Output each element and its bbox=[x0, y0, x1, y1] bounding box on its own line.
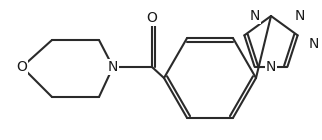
Text: N: N bbox=[266, 60, 276, 74]
Text: N: N bbox=[250, 9, 260, 23]
Text: N: N bbox=[108, 60, 118, 74]
Text: N: N bbox=[309, 37, 319, 51]
Text: O: O bbox=[147, 11, 157, 25]
Text: O: O bbox=[16, 60, 27, 74]
Text: N: N bbox=[295, 9, 305, 23]
